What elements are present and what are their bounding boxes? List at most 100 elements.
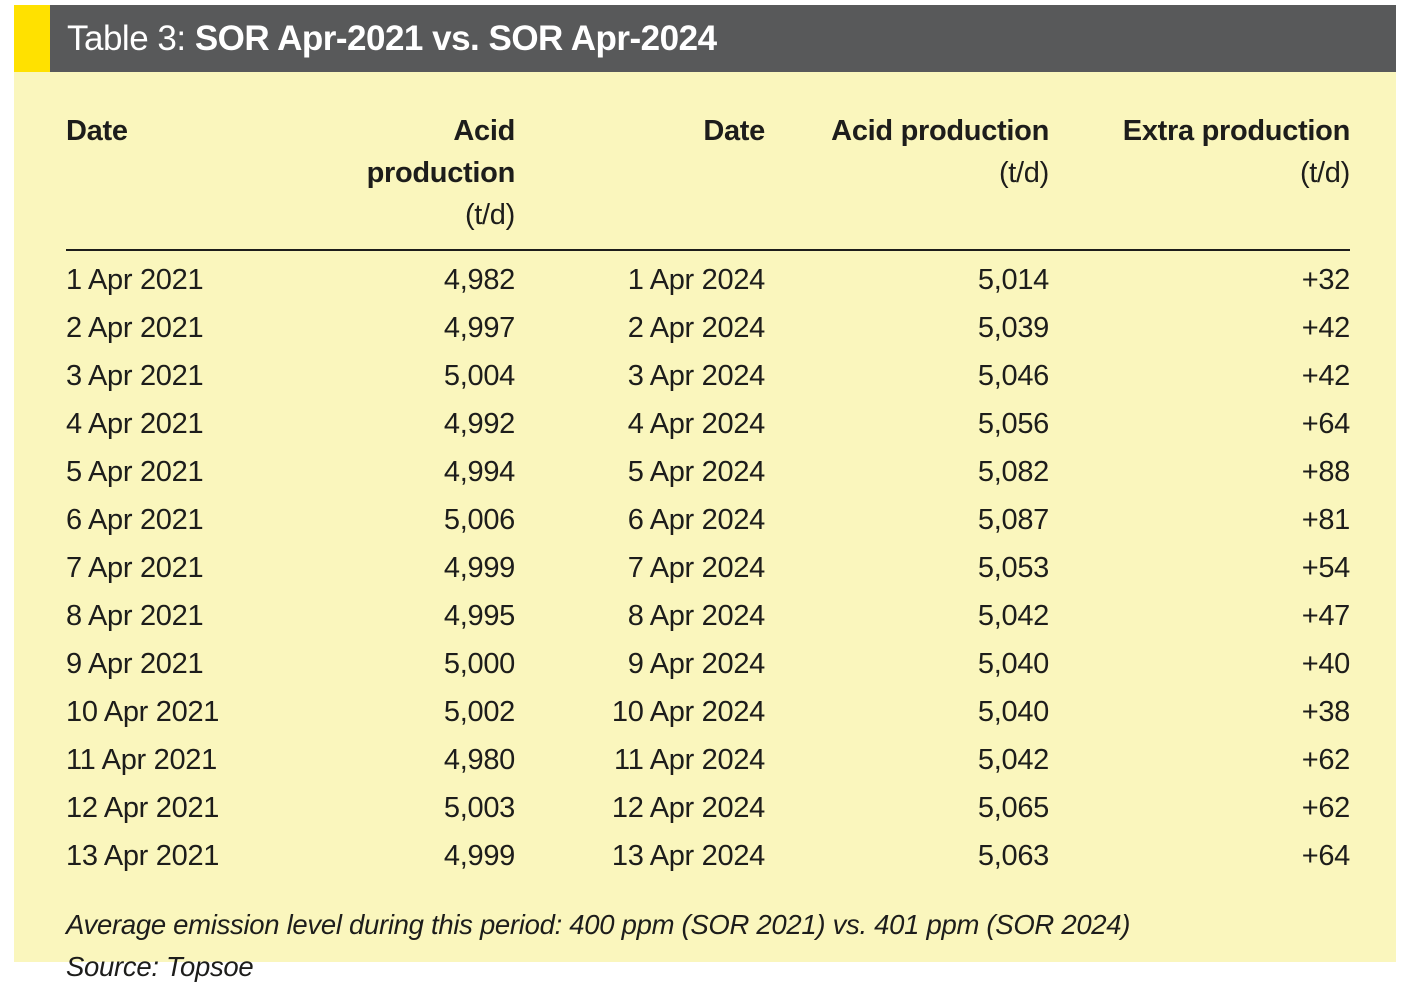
footnotes: Average emission level during this perio…	[66, 904, 1350, 988]
date-2021-cell: 7 Apr 2021	[66, 551, 204, 584]
table-number-label: Table 3:	[67, 18, 195, 58]
header-label: Extra production	[1122, 115, 1351, 147]
acid-production-2024-cell: 5,056	[977, 407, 1049, 440]
date-2024-cell: 4 Apr 2024	[627, 407, 766, 440]
table-row: 1 Apr 2021 4,982 1 Apr 2024 5,014 +32	[66, 256, 1350, 304]
acid-production-2021-cell: 5,004	[443, 359, 515, 392]
extra-production-cell: +64	[1301, 407, 1351, 440]
header-label: Date	[703, 115, 765, 147]
table-body: 1 Apr 2021 4,982 1 Apr 2024 5,014 +32 2 Apr 2…	[66, 251, 1350, 880]
date-2021-cell: 5 Apr 2021	[66, 455, 204, 488]
acid-production-2024-cell: 5,087	[977, 503, 1049, 536]
extra-production-cell: +40	[1301, 647, 1351, 680]
extra-production-cell: +32	[1301, 263, 1351, 296]
header-unit: (t/d)	[998, 157, 1049, 189]
date-2024-cell: 7 Apr 2024	[627, 551, 766, 584]
acid-production-2024-cell: 5,040	[977, 647, 1049, 680]
acid-production-2024-cell: 5,082	[977, 455, 1049, 488]
table-row: 8 Apr 2021 4,995 8 Apr 2024 5,042 +47	[66, 592, 1350, 640]
date-2024-cell: 12 Apr 2024	[611, 791, 765, 824]
acid-production-2021-cell: 4,999	[443, 551, 515, 584]
header-unit: (t/d)	[464, 199, 515, 231]
table-row: 7 Apr 2021 4,999 7 Apr 2024 5,053 +54	[66, 544, 1350, 592]
table-row: 4 Apr 2021 4,992 4 Apr 2024 5,056 +64	[66, 400, 1350, 448]
extra-production-cell: +42	[1301, 359, 1351, 392]
header-label: Acid production	[831, 115, 1049, 147]
date-2021-cell: 11 Apr 2021	[66, 743, 217, 776]
date-2024-cell: 5 Apr 2024	[627, 455, 766, 488]
header-unit: (t/d)	[1299, 157, 1350, 189]
date-2021-cell: 6 Apr 2021	[66, 503, 204, 536]
date-2021-cell: 13 Apr 2021	[66, 839, 220, 872]
extra-production-cell: +62	[1301, 743, 1351, 776]
table-row: 9 Apr 2021 5,000 9 Apr 2024 5,040 +40	[66, 640, 1350, 688]
acid-production-2024-cell: 5,063	[977, 839, 1049, 872]
acid-production-2024-cell: 5,014	[977, 263, 1049, 296]
acid-production-2021-cell: 4,992	[443, 407, 515, 440]
acid-production-2024-cell: 5,046	[977, 359, 1049, 392]
date-2021-cell: 4 Apr 2021	[66, 407, 204, 440]
acid-production-2024-cell: 5,042	[977, 743, 1049, 776]
date-2024-cell: 10 Apr 2024	[611, 695, 765, 728]
table-row: 10 Apr 2021 5,002 10 Apr 2024 5,040 +38	[66, 688, 1350, 736]
source-note: Source: Topsoe	[66, 951, 254, 982]
acid-production-2021-cell: 5,003	[443, 791, 515, 824]
acid-production-2021-cell: 4,982	[443, 263, 515, 296]
date-2024-cell: 11 Apr 2024	[614, 743, 765, 776]
acid-production-2024-cell: 5,065	[977, 791, 1049, 824]
acid-production-2021-cell: 5,006	[443, 503, 515, 536]
table-title-bar: Table 3: SOR Apr-2021 vs. SOR Apr-2024	[50, 5, 1396, 72]
table-header-row: Date Acid production (t/d) Date Acid pro…	[66, 110, 1350, 236]
header-extra-production: Extra production (t/d)	[1049, 110, 1351, 236]
date-2024-cell: 1 Apr 2024	[627, 263, 766, 296]
extra-production-cell: +88	[1301, 455, 1351, 488]
table-panel: Date Acid production (t/d) Date Acid pro…	[14, 72, 1396, 982]
header-label: Acid production	[366, 115, 516, 189]
acid-production-2021-cell: 5,000	[443, 647, 515, 680]
table-row: 6 Apr 2021 5,006 6 Apr 2024 5,087 +81	[66, 496, 1350, 544]
table-row: 13 Apr 2021 4,999 13 Apr 2024 5,063 +64	[66, 832, 1350, 880]
date-2024-cell: 8 Apr 2024	[627, 599, 766, 632]
extra-production-cell: +64	[1301, 839, 1351, 872]
header-acid-production-2024: Acid production (t/d)	[765, 110, 1049, 236]
date-2021-cell: 9 Apr 2021	[66, 647, 204, 680]
emission-note: Average emission level during this perio…	[66, 909, 1131, 940]
table-row: 5 Apr 2021 4,994 5 Apr 2024 5,082 +88	[66, 448, 1350, 496]
extra-production-cell: +42	[1301, 311, 1351, 344]
header-label: Date	[66, 115, 128, 147]
date-2021-cell: 1 Apr 2021	[66, 263, 204, 296]
date-2024-cell: 6 Apr 2024	[627, 503, 766, 536]
header-unit	[66, 152, 300, 194]
table-row: 11 Apr 2021 4,980 11 Apr 2024 5,042 +62	[66, 736, 1350, 784]
header-divider-line	[66, 249, 1350, 251]
date-2024-cell: 3 Apr 2024	[627, 359, 766, 392]
extra-production-cell: +81	[1301, 503, 1351, 536]
header-date-2024: Date	[515, 110, 765, 236]
extra-production-cell: +47	[1301, 599, 1351, 632]
date-2021-cell: 10 Apr 2021	[66, 695, 220, 728]
date-2021-cell: 3 Apr 2021	[66, 359, 204, 392]
header-unit	[515, 152, 765, 194]
date-2024-cell: 13 Apr 2024	[611, 839, 765, 872]
extra-production-cell: +62	[1301, 791, 1351, 824]
header-acid-production-2021: Acid production (t/d)	[300, 110, 516, 236]
acid-production-2024-cell: 5,039	[977, 311, 1049, 344]
acid-production-2024-cell: 5,053	[977, 551, 1049, 584]
date-2024-cell: 9 Apr 2024	[627, 647, 766, 680]
acid-production-2021-cell: 4,995	[443, 599, 515, 632]
acid-production-2021-cell: 4,997	[443, 311, 515, 344]
acid-production-2021-cell: 5,002	[443, 695, 515, 728]
date-2021-cell: 2 Apr 2021	[66, 311, 204, 344]
table-title: SOR Apr-2021 vs. SOR Apr-2024	[194, 18, 717, 58]
acid-production-2021-cell: 4,999	[443, 839, 515, 872]
extra-production-cell: +54	[1301, 551, 1351, 584]
yellow-accent-square	[14, 5, 50, 74]
table-row: 2 Apr 2021 4,997 2 Apr 2024 5,039 +42	[66, 304, 1350, 352]
acid-production-2024-cell: 5,040	[977, 695, 1049, 728]
extra-production-cell: +38	[1301, 695, 1351, 728]
date-2024-cell: 2 Apr 2024	[627, 311, 766, 344]
acid-production-2021-cell: 4,980	[443, 743, 515, 776]
table-row: 12 Apr 2021 5,003 12 Apr 2024 5,065 +62	[66, 784, 1350, 832]
date-2021-cell: 8 Apr 2021	[66, 599, 204, 632]
